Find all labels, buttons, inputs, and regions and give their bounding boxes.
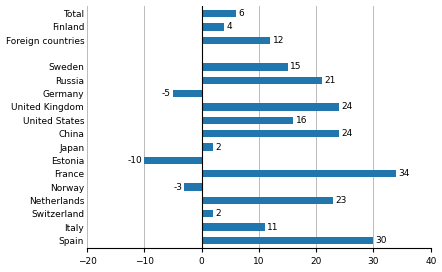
Text: 4: 4 bbox=[227, 22, 232, 31]
Bar bbox=[202, 117, 293, 124]
Bar bbox=[202, 10, 236, 17]
Bar bbox=[202, 63, 287, 71]
Text: 34: 34 bbox=[399, 169, 410, 178]
Bar bbox=[202, 36, 271, 44]
Text: 11: 11 bbox=[267, 222, 278, 231]
Text: 6: 6 bbox=[238, 9, 244, 18]
Bar bbox=[202, 210, 213, 217]
Text: 16: 16 bbox=[296, 116, 307, 125]
Bar bbox=[202, 23, 225, 30]
Text: -10: -10 bbox=[127, 156, 142, 165]
Bar bbox=[202, 237, 373, 244]
Text: 2: 2 bbox=[215, 143, 221, 152]
Text: 24: 24 bbox=[341, 103, 353, 112]
Bar bbox=[144, 157, 202, 164]
Bar bbox=[173, 90, 202, 97]
Bar bbox=[202, 197, 333, 204]
Text: 24: 24 bbox=[341, 129, 353, 138]
Text: 15: 15 bbox=[290, 63, 301, 72]
Text: 30: 30 bbox=[376, 236, 387, 245]
Text: -5: -5 bbox=[162, 89, 171, 98]
Text: 21: 21 bbox=[324, 76, 335, 85]
Text: 12: 12 bbox=[273, 36, 284, 45]
Text: 2: 2 bbox=[215, 209, 221, 218]
Bar bbox=[202, 103, 339, 111]
Bar bbox=[202, 77, 322, 84]
Text: -3: -3 bbox=[173, 183, 182, 191]
Bar bbox=[184, 183, 202, 191]
Bar bbox=[202, 130, 339, 137]
Bar bbox=[202, 223, 265, 231]
Bar bbox=[202, 143, 213, 151]
Bar bbox=[202, 170, 396, 177]
Text: 23: 23 bbox=[335, 196, 347, 205]
